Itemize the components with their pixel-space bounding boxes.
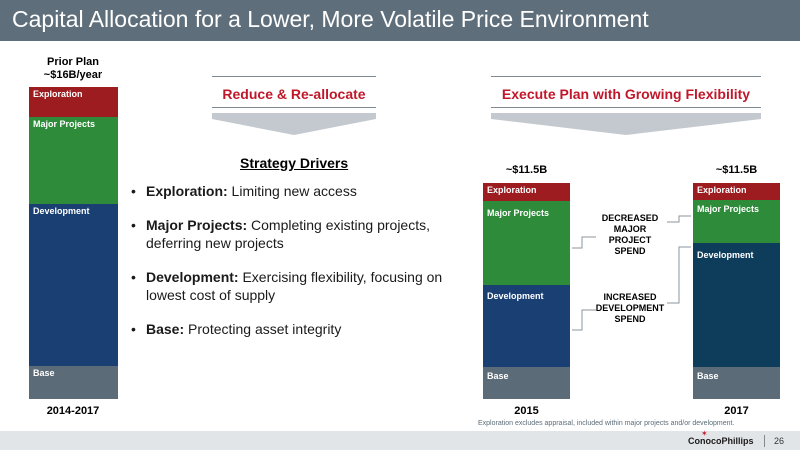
driver-label: Exploration:: [146, 183, 228, 199]
prior-plan-year: 2014-2017: [46, 405, 100, 417]
annotation-line: MAJOR: [613, 224, 647, 234]
driver-item-exploration: Exploration: Limiting new access: [131, 182, 461, 200]
increased-development-spend-annotation: INCREASED DEVELOPMENT SPEND: [590, 292, 670, 325]
annotation-line: DEVELOPMENT: [595, 303, 665, 313]
prior-plan-caption: Prior Plan ~$16B/year: [28, 56, 118, 82]
bar-2017: Exploration Major Projects Development B…: [693, 183, 780, 399]
bar-2017-development-segment: Development: [693, 243, 780, 367]
bar-2015-development-segment: Development: [483, 285, 570, 367]
driver-text: Protecting asset integrity: [184, 321, 342, 337]
annotation-line: SPEND: [614, 246, 646, 256]
annotation-line: PROJECT: [608, 235, 652, 245]
footnote: Exploration excludes appraisal, included…: [478, 420, 735, 427]
prior-major-projects-segment: Major Projects: [29, 117, 118, 204]
bar-2015-base-segment: Base: [483, 367, 570, 399]
right-section-top-rule: [491, 76, 761, 77]
prior-development-segment: Development: [29, 204, 118, 366]
prior-exploration-segment: Exploration: [29, 87, 118, 117]
left-section-top-rule: [212, 76, 376, 77]
bar-2015-exploration-segment: Exploration: [483, 183, 570, 201]
footer-bar: [0, 431, 800, 450]
driver-label: Development:: [146, 269, 239, 285]
header-bar: Capital Allocation for a Lower, More Vol…: [0, 0, 800, 41]
strategy-drivers-title: Strategy Drivers: [240, 155, 349, 171]
company-logo: ConocoPhillips: [688, 436, 754, 446]
bar-2017-exploration-segment: Exploration: [693, 183, 780, 200]
connector-lines: [572, 215, 691, 331]
page-title: Capital Allocation for a Lower, More Vol…: [12, 6, 649, 32]
driver-item-base: Base: Protecting asset integrity: [131, 320, 461, 338]
driver-item-development: Development: Exercising flexibility, foc…: [131, 268, 461, 304]
annotation-line: SPEND: [614, 314, 646, 324]
prior-plan-caption-line1: Prior Plan: [47, 56, 99, 68]
bar-2015: Exploration Major Projects Development B…: [483, 183, 570, 399]
right-section-title: Execute Plan with Growing Flexibility: [501, 86, 751, 102]
annotation-line: INCREASED: [603, 292, 657, 302]
driver-item-major-projects: Major Projects: Completing existing proj…: [131, 216, 461, 252]
bar-2017-value: ~$11.5B: [715, 164, 758, 176]
right-section-chevron: [491, 113, 761, 135]
footer-divider: [764, 435, 765, 447]
driver-text: Limiting new access: [227, 183, 357, 199]
driver-label: Major Projects:: [146, 217, 248, 233]
page-number: 26: [774, 436, 785, 446]
bar-2017-base-segment: Base: [693, 367, 780, 399]
prior-plan-bar: Exploration Major Projects Development B…: [29, 87, 118, 399]
bar-2015-year: 2015: [514, 405, 539, 417]
bar-2017-major-projects-segment: Major Projects: [693, 200, 780, 243]
bar-2017-year: 2017: [724, 405, 749, 417]
prior-base-segment: Base: [29, 366, 118, 399]
annotation-line: DECREASED: [601, 213, 659, 223]
right-section-bottom-rule: [491, 107, 761, 108]
bar-2015-value: ~$11.5B: [505, 164, 548, 176]
strategy-drivers-list: Exploration: Limiting new access Major P…: [131, 182, 461, 354]
bar-2015-major-projects-segment: Major Projects: [483, 201, 570, 285]
driver-text: Completing existing projects, deferring …: [146, 217, 431, 251]
logo-icon: ✶: [701, 429, 708, 438]
driver-label: Base:: [146, 321, 185, 337]
prior-plan-caption-line2: ~$16B/year: [43, 69, 103, 81]
decreased-major-project-spend-annotation: DECREASED MAJOR PROJECT SPEND: [594, 213, 666, 257]
driver-text: Exercising flexibility, focusing on lowe…: [146, 269, 443, 303]
left-section-chevron: [212, 113, 376, 135]
left-section-bottom-rule: [212, 107, 376, 108]
left-section-title: Reduce & Re-allocate: [222, 86, 366, 102]
